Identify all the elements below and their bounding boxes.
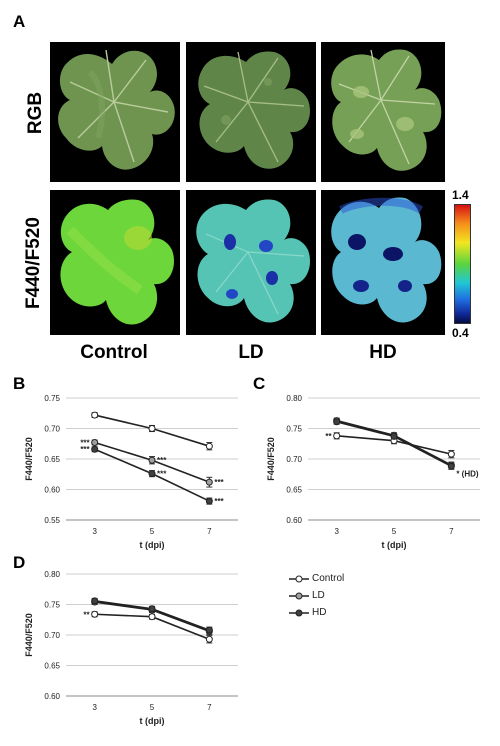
- xlabel-b: t (dpi): [140, 540, 165, 550]
- xtick-c-1: 5: [392, 527, 397, 536]
- point-d-control-1: [148, 613, 156, 621]
- panel-d-letter: D: [13, 553, 26, 572]
- annotation-c-1: * (HD): [456, 470, 479, 479]
- legend-item-hd: HD: [288, 604, 344, 621]
- point-b-hd-1: [148, 470, 156, 478]
- rgb-leaf-hd: [321, 42, 445, 182]
- annotation-b-4: ***: [214, 478, 224, 487]
- xtick-c-0: 3: [334, 527, 339, 536]
- xtick-d-2: 7: [207, 703, 212, 712]
- ytick-c-1: 0.65: [286, 486, 302, 495]
- point-b-control-2: [205, 442, 213, 450]
- point-b-hd-2: [205, 497, 213, 505]
- ytick-d-4: 0.80: [44, 570, 60, 579]
- point-c-hd-2: [447, 462, 455, 470]
- point-c-hd-0: [333, 418, 341, 426]
- annotation-b-5: ***: [214, 497, 224, 506]
- fluor-leaf-hd: [321, 190, 445, 335]
- ytick-c-4: 0.80: [286, 394, 302, 403]
- ylabel-b: F440/F520: [24, 437, 34, 481]
- point-b-ld-0: [91, 439, 99, 447]
- point-d-hd-1: [148, 605, 156, 613]
- legend-item-control: Control: [288, 570, 344, 587]
- ytick-d-2: 0.70: [44, 631, 60, 640]
- point-c-hd-1: [390, 432, 398, 440]
- fluor-leaf-control: [50, 190, 180, 335]
- point-d-hd-2: [205, 626, 213, 634]
- annotation-b-0: ***: [80, 439, 90, 448]
- col-label-control: Control: [80, 342, 148, 363]
- legend: Control LD HD: [288, 570, 344, 621]
- xtick-d-0: 3: [92, 703, 97, 712]
- ytick-b-4: 0.75: [44, 394, 60, 403]
- legend-label-hd: HD: [312, 607, 327, 618]
- point-b-hd-0: [91, 445, 99, 453]
- ytick-b-1: 0.60: [44, 486, 60, 495]
- xlabel-c: t (dpi): [382, 540, 407, 550]
- ytick-d-3: 0.75: [44, 601, 60, 610]
- col-label-hd: HD: [369, 342, 397, 363]
- ylabel-d: F440/F520: [24, 613, 34, 657]
- point-d-control-0: [91, 610, 99, 618]
- rgb-leaf-ld: [186, 42, 316, 182]
- xtick-b-1: 5: [150, 527, 155, 536]
- point-c-control-0: [333, 432, 341, 440]
- ytick-d-1: 0.65: [44, 662, 60, 671]
- row-label-rgb: RGB: [25, 91, 46, 135]
- legend-item-ld: LD: [288, 587, 344, 604]
- fluor-leaf-ld: [186, 190, 316, 335]
- point-b-control-0: [91, 411, 99, 419]
- point-d-hd-0: [91, 597, 99, 605]
- chart-c: 0.60 0.65 0.70 0.75 0.80 3 5 7 t (dpi) F440/F520 *…: [266, 394, 480, 550]
- ytick-b-0: 0.55: [44, 516, 60, 525]
- xlabel-d: t (dpi): [140, 716, 165, 726]
- legend-label-control: Control: [312, 573, 345, 584]
- xtick-d-1: 5: [150, 703, 155, 712]
- chart-b: 0.55 0.60 0.65 0.70 0.75 3 5 7 t (dpi) F440/F520 *…: [24, 394, 238, 550]
- point-b-ld-1: [148, 456, 156, 464]
- row-label-fluorescence: F440/F520: [23, 217, 44, 309]
- panel-a-letter: A: [13, 12, 26, 31]
- annotation-d-0: **: [83, 610, 90, 619]
- legend-label-ld: LD: [312, 590, 325, 601]
- point-d-control-2: [205, 635, 213, 643]
- xtick-c-2: 7: [449, 527, 454, 536]
- ytick-b-3: 0.70: [44, 425, 60, 434]
- ylabel-c: F440/F520: [266, 437, 276, 481]
- ytick-d-0: 0.60: [44, 692, 60, 701]
- panel-b-letter: B: [13, 374, 26, 393]
- point-c-control-2: [447, 450, 455, 458]
- xtick-b-0: 3: [92, 527, 97, 536]
- rgb-leaf-control: [50, 42, 180, 182]
- colorbar-min-label: 0.4: [452, 326, 469, 340]
- legend-marker-ld: [289, 592, 309, 599]
- chart-d: 0.60 0.65 0.70 0.75 0.80 3 5 7 t (dpi) F440/F520 *…: [24, 570, 238, 726]
- legend-marker-control: [289, 575, 309, 582]
- colorbar: [454, 204, 471, 324]
- annotation-b-1: ***: [80, 445, 90, 454]
- ytick-b-2: 0.65: [44, 455, 60, 464]
- ytick-c-0: 0.60: [286, 516, 302, 525]
- ytick-c-3: 0.75: [286, 425, 302, 434]
- col-label-ld: LD: [238, 342, 264, 363]
- panel-c-letter: C: [253, 374, 266, 393]
- legend-marker-hd: [289, 609, 309, 616]
- point-b-ld-2: [205, 478, 213, 486]
- point-b-control-1: [148, 425, 156, 432]
- colorbar-max-label: 1.4: [452, 188, 469, 202]
- annotation-b-3: ***: [157, 470, 167, 479]
- annotation-c-0: **: [325, 432, 332, 441]
- ytick-c-2: 0.70: [286, 455, 302, 464]
- annotation-b-2: ***: [157, 456, 167, 465]
- xtick-b-2: 7: [207, 527, 212, 536]
